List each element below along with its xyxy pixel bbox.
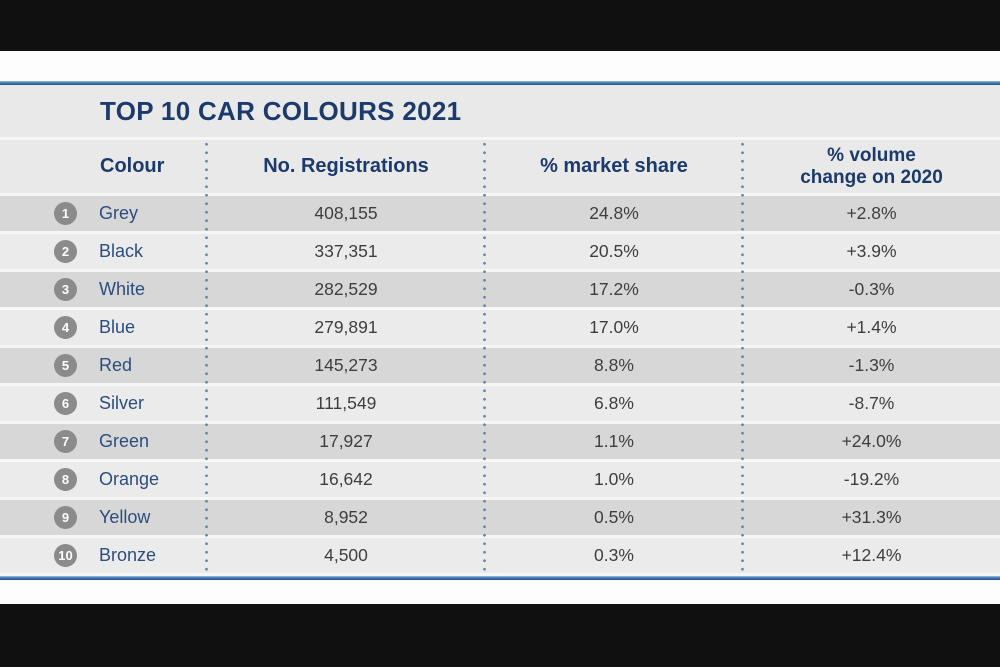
registrations-value: 408,155	[314, 203, 378, 223]
market-share-value: 0.5%	[594, 507, 634, 527]
column-header-volume-change: % volume change on 2020	[743, 140, 1000, 193]
colour-name-label: Bronze	[99, 545, 157, 565]
rank-badge: 5	[54, 354, 77, 377]
volume-change-value: -8.7%	[848, 393, 895, 413]
market-share-value: 24.8%	[589, 203, 639, 223]
bottom-blue-rule	[0, 576, 1000, 580]
table-row: 3 White 282,529 17.2% -0.3%	[0, 272, 1000, 310]
colour-name-label: Red	[99, 355, 133, 375]
colour-name-label: Yellow	[99, 507, 151, 527]
table-row: 9 Yellow 8,952 0.5% +31.3%	[0, 500, 1000, 538]
colour-cell: 3 White	[0, 272, 207, 307]
rank-badge: 4	[54, 316, 77, 339]
market-share-value: 17.2%	[589, 279, 639, 299]
table-header-row: Colour No. Registrations % market share …	[0, 140, 1000, 196]
table-row: 5 Red 145,273 8.8% -1.3%	[0, 348, 1000, 386]
dotted-column-separator-2	[483, 140, 486, 576]
rank-badge: 3	[54, 278, 77, 301]
dotted-column-separator-1	[205, 140, 208, 576]
volume-change-header-line1: % volume	[827, 144, 916, 166]
colour-cell: 8 Orange	[0, 462, 207, 497]
colour-name-label: Silver	[99, 393, 145, 413]
market-share-value: 8.8%	[594, 355, 634, 375]
volume-change-value: -19.2%	[843, 469, 900, 489]
top-blue-rule	[0, 81, 1000, 85]
volume-change-value: +12.4%	[841, 545, 902, 565]
volume-change-header-line2: change on 2020	[800, 166, 943, 188]
market-share-value: 0.3%	[594, 545, 634, 565]
table-body: 1 Grey 408,155 24.8% +2.8% 2 Black 337,3…	[0, 196, 1000, 576]
rank-badge: 8	[54, 468, 77, 491]
colour-cell: 7 Green	[0, 424, 207, 459]
column-header-colour: Colour	[100, 155, 165, 177]
registrations-value: 16,642	[319, 469, 373, 489]
table-row: 10 Bronze 4,500 0.3% +12.4%	[0, 538, 1000, 576]
volume-change-value: +2.8%	[846, 203, 897, 223]
rank-badge: 6	[54, 392, 77, 415]
volume-change-value: +31.3%	[841, 507, 902, 527]
colour-cell: 6 Silver	[0, 386, 207, 421]
volume-change-value: +24.0%	[841, 431, 902, 451]
title-band: TOP 10 CAR COLOURS 2021	[0, 85, 1000, 140]
colour-name-label: Green	[99, 431, 150, 451]
rank-badge: 7	[54, 430, 77, 453]
top-letterbox-bar	[0, 0, 1000, 51]
colour-cell: 10 Bronze	[0, 538, 207, 573]
table-row: 8 Orange 16,642 1.0% -19.2%	[0, 462, 1000, 500]
colour-name-label: White	[99, 279, 146, 299]
registrations-value: 111,549	[315, 393, 377, 413]
market-share-value: 1.0%	[594, 469, 634, 489]
rank-badge: 2	[54, 240, 77, 263]
registrations-value: 337,351	[314, 241, 378, 261]
registrations-value: 282,529	[314, 279, 378, 299]
car-colours-table-panel: TOP 10 CAR COLOURS 2021 Colour No. Regis…	[0, 85, 1000, 576]
page-title: TOP 10 CAR COLOURS 2021	[100, 95, 462, 126]
registrations-value: 145,273	[314, 355, 378, 375]
volume-change-value: +3.9%	[846, 241, 897, 261]
column-header-registrations: No. Registrations	[263, 155, 429, 177]
table-row: 7 Green 17,927 1.1% +24.0%	[0, 424, 1000, 462]
dotted-column-separator-3	[741, 140, 744, 576]
volume-change-value: +1.4%	[846, 317, 897, 337]
bottom-letterbox-bar	[0, 604, 1000, 667]
table-row: 1 Grey 408,155 24.8% +2.8%	[0, 196, 1000, 234]
colour-name-label: Orange	[99, 469, 160, 489]
table-row: 2 Black 337,351 20.5% +3.9%	[0, 234, 1000, 272]
colour-name-label: Grey	[99, 203, 139, 223]
column-header-market-share: % market share	[540, 155, 688, 177]
colour-name-label: Black	[99, 241, 144, 261]
registrations-value: 4,500	[324, 545, 368, 565]
market-share-value: 20.5%	[589, 241, 639, 261]
market-share-value: 6.8%	[594, 393, 634, 413]
rank-badge: 9	[54, 506, 77, 529]
colour-cell: 1 Grey	[0, 196, 207, 231]
top-white-strip	[0, 51, 1000, 81]
table-row: 6 Silver 111,549 6.8% -8.7%	[0, 386, 1000, 424]
volume-change-value: -0.3%	[848, 279, 895, 299]
colour-cell: 5 Red	[0, 348, 207, 383]
rank-badge: 10	[54, 544, 77, 567]
market-share-value: 1.1%	[594, 431, 634, 451]
registrations-value: 17,927	[319, 431, 373, 451]
table-row: 4 Blue 279,891 17.0% +1.4%	[0, 310, 1000, 348]
registrations-value: 279,891	[314, 317, 378, 337]
registrations-value: 8,952	[324, 507, 368, 527]
bottom-white-strip	[0, 580, 1000, 604]
colour-cell: 2 Black	[0, 234, 207, 269]
volume-change-value: -1.3%	[848, 355, 895, 375]
colour-cell: 4 Blue	[0, 310, 207, 345]
colour-name-label: Blue	[99, 317, 136, 337]
rank-badge: 1	[54, 202, 77, 225]
colour-cell: 9 Yellow	[0, 500, 207, 535]
market-share-value: 17.0%	[589, 317, 639, 337]
